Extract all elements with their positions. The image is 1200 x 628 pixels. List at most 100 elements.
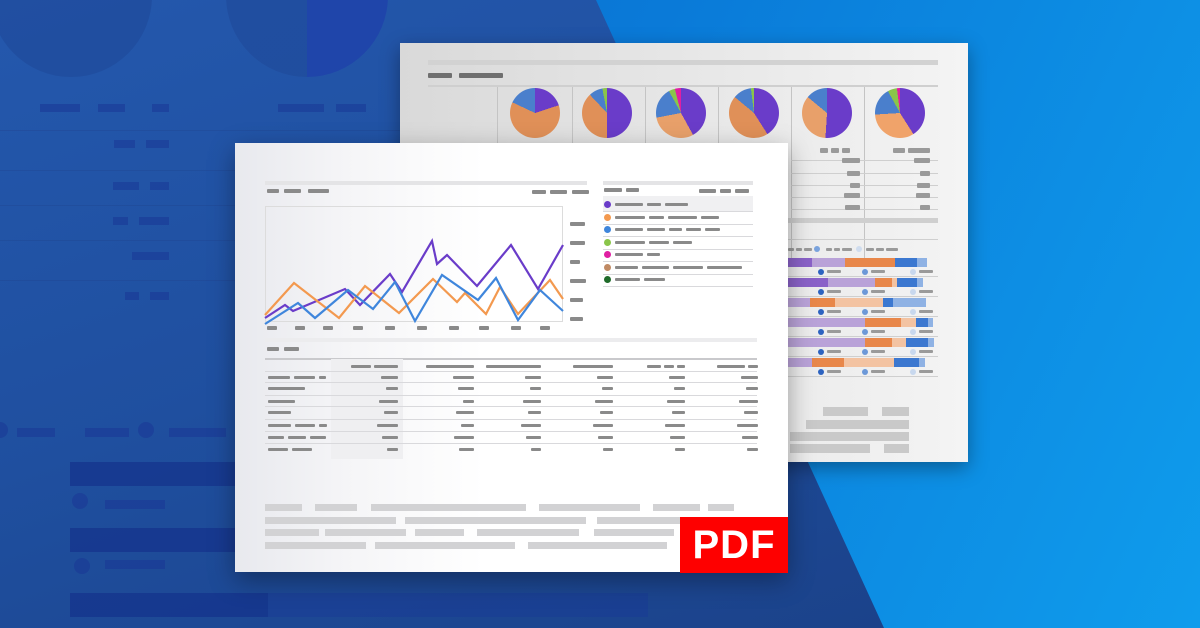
ghost-bar bbox=[17, 428, 55, 437]
marker-dot-icon bbox=[818, 369, 824, 375]
ghost-bar bbox=[113, 182, 139, 190]
table-cell-placeholder bbox=[667, 400, 685, 403]
ghost-bar bbox=[40, 104, 80, 112]
legend-swatch-icon bbox=[604, 251, 611, 258]
table-cell-placeholder bbox=[741, 376, 758, 379]
table-cell-placeholder bbox=[525, 376, 541, 379]
table-cell-placeholder bbox=[379, 400, 398, 403]
table-cell-placeholder bbox=[602, 387, 613, 390]
legend-label-placeholder bbox=[669, 228, 682, 231]
table-cell-placeholder bbox=[377, 424, 398, 427]
pie-chart bbox=[656, 88, 706, 138]
table-cell-placeholder bbox=[744, 411, 758, 414]
ghost-bar bbox=[98, 104, 125, 112]
table-cell-placeholder bbox=[268, 436, 284, 439]
table-cell-placeholder bbox=[742, 436, 758, 439]
table-cell-placeholder bbox=[461, 424, 474, 427]
ghost-band bbox=[268, 593, 648, 617]
table-cell-placeholder bbox=[665, 424, 685, 427]
pie-chart bbox=[582, 88, 632, 138]
pdf-badge[interactable]: PDF bbox=[680, 517, 788, 573]
section-title-placeholder bbox=[459, 73, 503, 78]
ghost-bar bbox=[278, 104, 324, 112]
marker-dot-icon bbox=[910, 309, 916, 315]
ghost-dot-icon bbox=[74, 558, 90, 574]
marker-dot-icon bbox=[862, 369, 868, 375]
table-cell-placeholder bbox=[459, 448, 474, 451]
ghost-dot-icon bbox=[138, 422, 154, 438]
table-cell-placeholder bbox=[530, 387, 541, 390]
legend-swatch-icon bbox=[604, 263, 611, 271]
table-title-placeholder bbox=[267, 347, 279, 351]
table-cell-placeholder bbox=[292, 448, 312, 451]
marker-dot-icon bbox=[818, 269, 824, 275]
legend-label-placeholder bbox=[647, 253, 660, 256]
legend-label-placeholder bbox=[615, 240, 645, 244]
chart-title-placeholder bbox=[284, 189, 301, 193]
table-title-placeholder bbox=[284, 347, 299, 351]
table-cell-placeholder bbox=[387, 448, 398, 451]
ghost-bar bbox=[85, 428, 129, 437]
ghost-bar bbox=[152, 104, 169, 112]
ghost-bar bbox=[150, 182, 169, 190]
table-cell-placeholder bbox=[595, 400, 613, 403]
table-cell-placeholder bbox=[675, 448, 685, 451]
table-cell-placeholder bbox=[670, 436, 685, 439]
table-cell-placeholder bbox=[319, 424, 327, 427]
line-chart-frame bbox=[265, 206, 563, 322]
table-cell-placeholder bbox=[597, 376, 613, 379]
legend-label-placeholder bbox=[649, 215, 664, 219]
marker-dot-icon bbox=[910, 289, 916, 295]
ghost-bar bbox=[146, 140, 169, 148]
table-cell-placeholder bbox=[268, 448, 288, 451]
marker-dot-icon bbox=[910, 349, 916, 355]
pie-chart bbox=[875, 88, 925, 138]
stacked-bar bbox=[780, 358, 925, 367]
stacked-bar bbox=[780, 258, 927, 267]
stacked-bar bbox=[780, 298, 926, 307]
legend-label-placeholder bbox=[668, 215, 697, 219]
front-report-document[interactable] bbox=[235, 143, 788, 572]
marker-dot-icon bbox=[862, 309, 868, 315]
table-cell-placeholder bbox=[603, 448, 613, 451]
ghost-bar bbox=[105, 560, 165, 569]
table-cell-placeholder bbox=[669, 376, 685, 379]
marker-dot-icon bbox=[910, 269, 916, 275]
table-cell-placeholder bbox=[746, 387, 758, 390]
table-cell-placeholder bbox=[672, 411, 685, 414]
legend-label-placeholder bbox=[642, 265, 669, 269]
table-cell-placeholder bbox=[521, 424, 541, 427]
legend-label-placeholder bbox=[665, 203, 688, 206]
pie-chart bbox=[729, 88, 779, 138]
table-cell-placeholder bbox=[600, 411, 613, 414]
legend-label-placeholder bbox=[673, 240, 692, 244]
section-title-placeholder bbox=[428, 73, 452, 78]
legend-swatch-icon bbox=[604, 238, 611, 246]
table-cell-placeholder bbox=[456, 411, 474, 414]
table-cell-placeholder bbox=[268, 376, 290, 379]
marker-dot-icon bbox=[862, 269, 868, 275]
ghost-bar bbox=[169, 428, 226, 437]
legend-label-placeholder bbox=[615, 228, 643, 231]
ghost-bar bbox=[114, 140, 135, 148]
ghost-band bbox=[70, 593, 268, 617]
ghost-pie-icon bbox=[226, 0, 388, 77]
stacked-bar bbox=[780, 278, 923, 287]
marker-dot-icon bbox=[818, 289, 824, 295]
marker-dot-icon bbox=[818, 309, 824, 315]
legend-swatch-icon bbox=[604, 226, 611, 233]
marker-dot-icon bbox=[910, 369, 916, 375]
table-cell-placeholder bbox=[319, 376, 326, 379]
ghost-bar bbox=[113, 217, 128, 225]
table-cell-placeholder bbox=[523, 400, 541, 403]
legend-label-placeholder bbox=[686, 228, 701, 231]
legend-label-placeholder bbox=[615, 265, 638, 269]
table-cell-placeholder bbox=[384, 411, 398, 414]
legend-label-placeholder bbox=[615, 215, 645, 219]
table-cell-placeholder bbox=[386, 387, 398, 390]
table-cell-placeholder bbox=[268, 387, 305, 390]
table-cell-placeholder bbox=[531, 448, 541, 451]
table-cell-placeholder bbox=[739, 400, 758, 403]
table-cell-placeholder bbox=[598, 436, 613, 439]
legend-label-placeholder bbox=[701, 215, 719, 219]
